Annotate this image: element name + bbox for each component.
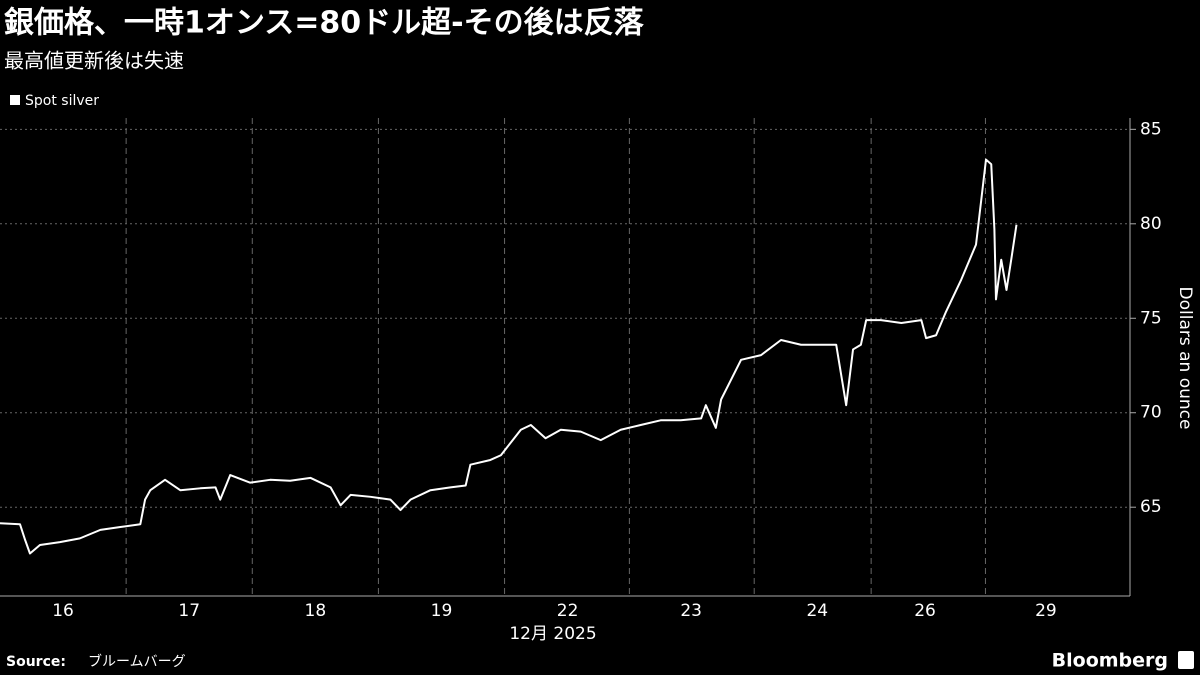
source: ブルームバーグ xyxy=(88,653,186,670)
y-tick-label: 75 xyxy=(1140,308,1162,328)
legend-swatch xyxy=(10,95,20,105)
y-tick-label: 70 xyxy=(1140,403,1162,423)
y-tick-label: 65 xyxy=(1140,497,1162,517)
y-tick-label: 85 xyxy=(1140,119,1162,139)
x-tick-label: 29 xyxy=(1035,601,1057,621)
x-tick-label: 24 xyxy=(806,601,828,621)
legend-label: Spot silver xyxy=(25,93,99,109)
line xyxy=(0,158,1018,555)
source-label: Source: xyxy=(6,654,66,670)
x-tick-label: 17 xyxy=(178,601,200,621)
brand: Bloomberg xyxy=(1052,650,1168,672)
brand-icon xyxy=(1178,651,1194,669)
chart-title: 銀価格、一時1オンス=80ドル超-その後は反落 xyxy=(4,6,645,41)
x-tick-label: 23 xyxy=(680,601,702,621)
y-tick-label: 80 xyxy=(1140,214,1162,234)
y-axis-label: Dollars an ounce xyxy=(1175,287,1195,430)
x-tick-label: 26 xyxy=(914,601,936,621)
x-tick-label: 18 xyxy=(305,601,327,621)
chart-subtitle: 最高値更新後は失速 xyxy=(4,49,184,73)
x-tick-label: 22 xyxy=(557,601,579,621)
x-axis-label: 12月 2025 xyxy=(509,624,596,644)
x-tick-label: 19 xyxy=(431,601,453,621)
x-tick-label: 16 xyxy=(52,601,74,621)
